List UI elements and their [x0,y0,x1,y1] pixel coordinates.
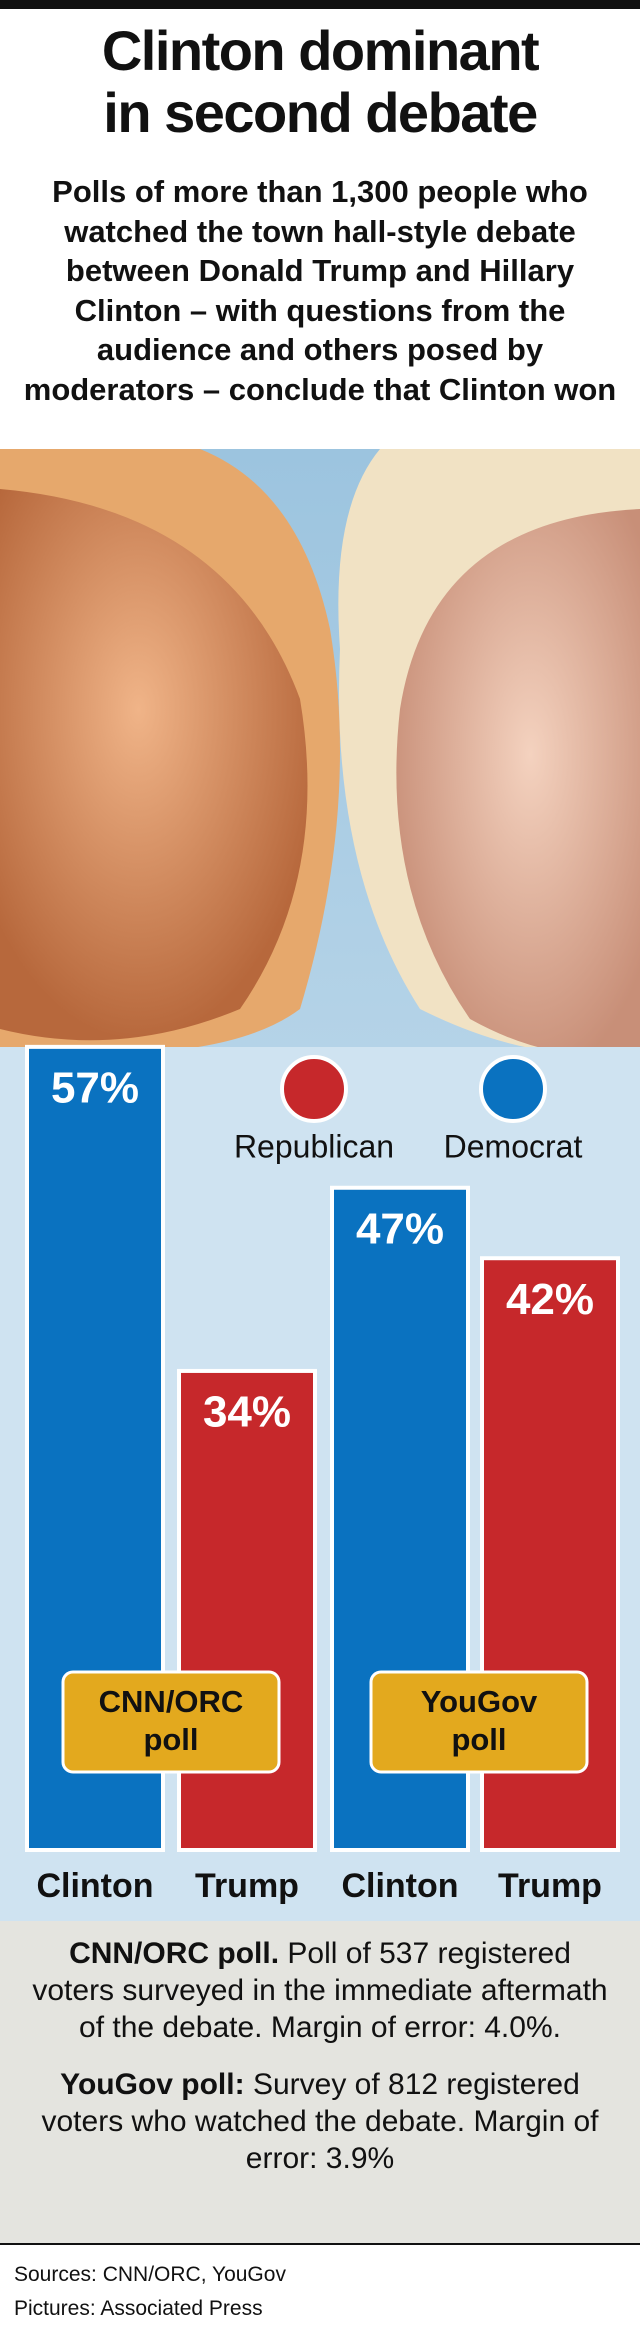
value-label: 57% [51,1063,139,1112]
poll-label: poll [143,1722,198,1757]
category-label: Clinton [36,1867,153,1905]
value-label: 34% [203,1388,291,1437]
poll-label: poll [451,1722,506,1757]
poll-label: CNN/ORC [99,1684,244,1719]
note-heading: YouGov poll: [60,2068,245,2101]
legend-swatch [479,1055,547,1123]
note-text: Poll of 537 registered voters surveyed i… [32,1937,608,2044]
value-label: 42% [506,1275,594,1324]
subtitle: Polls of more than 1,300 people who watc… [23,174,617,407]
title: Clinton dominant in second debate [0,20,640,144]
category-label: Trump [195,1867,299,1905]
bar [177,1368,317,1852]
category-label: Clinton [341,1867,458,1905]
note: YouGov poll: Survey of 812 registered vo… [30,2066,610,2177]
bars: 57% Clinton 34% Trump 47% Clinton 42% Trump Repu… [0,1044,640,1921]
footer: Sources: CNN/ORC, YouGov Pictures: Assoc… [0,2243,640,2342]
note-text: Survey of 812 registered voters who watc… [41,2068,599,2175]
notes: CNN/ORC poll. Poll of 537 registered vot… [0,1921,640,2243]
note: CNN/ORC poll. Poll of 537 registered vot… [30,1935,610,2046]
value-label: 47% [356,1204,444,1253]
poll-label: YouGov [421,1684,538,1719]
legend-label: Democrat [444,1128,583,1164]
chart: 57% Clinton 34% Trump 47% Clinton 42% Trump Repu… [0,449,640,1921]
source: Pictures: Associated Press [14,2297,263,2320]
legend-label: Republican [234,1128,394,1164]
note-heading: CNN/ORC poll. [69,1937,280,1970]
title-line: in second debate [103,81,538,144]
poll-box [369,1670,589,1774]
face-left [0,489,308,1041]
poll-box [61,1670,281,1774]
legend-swatch [280,1055,348,1123]
photo [0,449,640,1055]
source: Sources: CNN/ORC, YouGov [14,2263,286,2286]
title-line: Clinton dominant [101,19,540,82]
face-right [396,509,640,1055]
category-label: Trump [498,1867,602,1905]
top-bar [0,0,640,9]
